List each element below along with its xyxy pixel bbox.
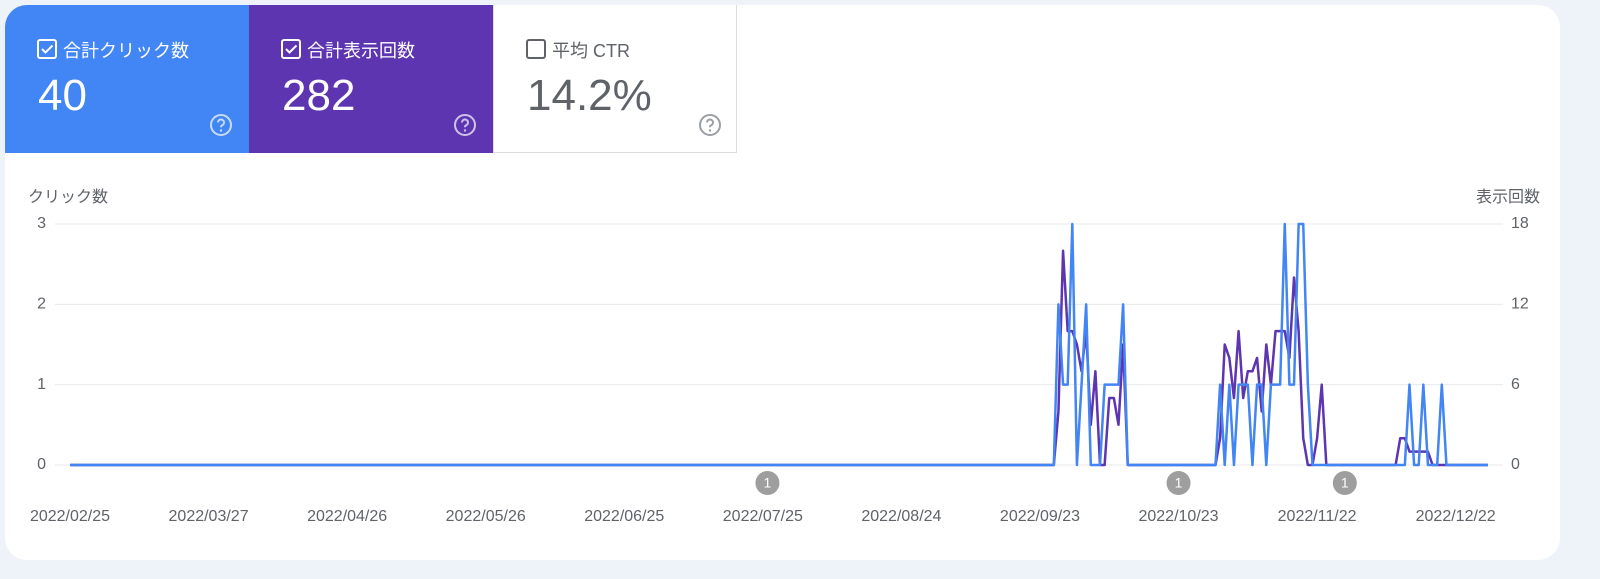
- y2-tick-label: 12: [1511, 296, 1529, 313]
- y-tick-label: 1: [37, 376, 46, 393]
- x-tick-label: 2022/02/25: [30, 508, 110, 525]
- x-tick-label: 2022/04/26: [307, 508, 387, 525]
- metric-value: 14.2%: [527, 71, 652, 120]
- x-tick-label: 2022/03/27: [169, 508, 249, 525]
- metric-label: 合計表示回数: [307, 41, 415, 61]
- performance-panel: クリック数 表示回数 0 1 2 3 0 6 12 18 2022/02/25 2022/03/2…: [5, 5, 1560, 560]
- y2-tick-label: 0: [1511, 456, 1520, 473]
- y-tick-label: 0: [37, 456, 46, 473]
- x-tick-label: 2022/09/23: [1000, 508, 1080, 525]
- x-tick-label: 2022/07/25: [723, 508, 803, 525]
- x-tick-label: 2022/10/23: [1138, 508, 1218, 525]
- help-icon[interactable]: [698, 113, 722, 137]
- metric-card[interactable]: 合計クリック数 40: [5, 5, 249, 153]
- x-tick-label: 2022/12/22: [1416, 508, 1496, 525]
- metric-value: 282: [282, 71, 356, 120]
- y2-tick-label: 6: [1511, 376, 1520, 393]
- annotation-marker: [1332, 471, 1357, 495]
- x-tick-label: 2022/08/24: [861, 508, 941, 525]
- x-tick-label: 2022/06/25: [584, 508, 664, 525]
- annotation-label: 1: [1175, 475, 1183, 491]
- metric-card[interactable]: 合計表示回数 282: [249, 5, 493, 153]
- metric-card[interactable]: 平均 CTR 14.2%: [493, 5, 737, 153]
- metric-label: 合計クリック数: [63, 41, 189, 61]
- x-tick-label: 2022/05/26: [446, 508, 526, 525]
- checkbox: [526, 39, 546, 59]
- annotation-label: 1: [1341, 475, 1349, 491]
- metric-value: 40: [38, 71, 87, 120]
- help-icon[interactable]: [453, 113, 477, 137]
- annotation-marker: [1166, 471, 1191, 495]
- y-tick-label: 3: [37, 215, 46, 232]
- x-tick-label: 2022/11/22: [1278, 508, 1357, 525]
- help-icon[interactable]: [209, 113, 233, 137]
- annotation-label: 1: [764, 475, 772, 491]
- y-axis-title: クリック数: [28, 188, 108, 206]
- series-line: [70, 249, 1488, 467]
- annotation-marker: [755, 471, 780, 495]
- checkbox: [281, 39, 301, 59]
- metric-label: 平均 CTR: [552, 41, 630, 61]
- series-line: [70, 222, 1488, 467]
- y2-tick-label: 18: [1511, 215, 1529, 232]
- y2-axis-title: 表示回数: [1476, 188, 1540, 206]
- y-tick-label: 2: [37, 296, 46, 313]
- checkbox: [37, 39, 57, 59]
